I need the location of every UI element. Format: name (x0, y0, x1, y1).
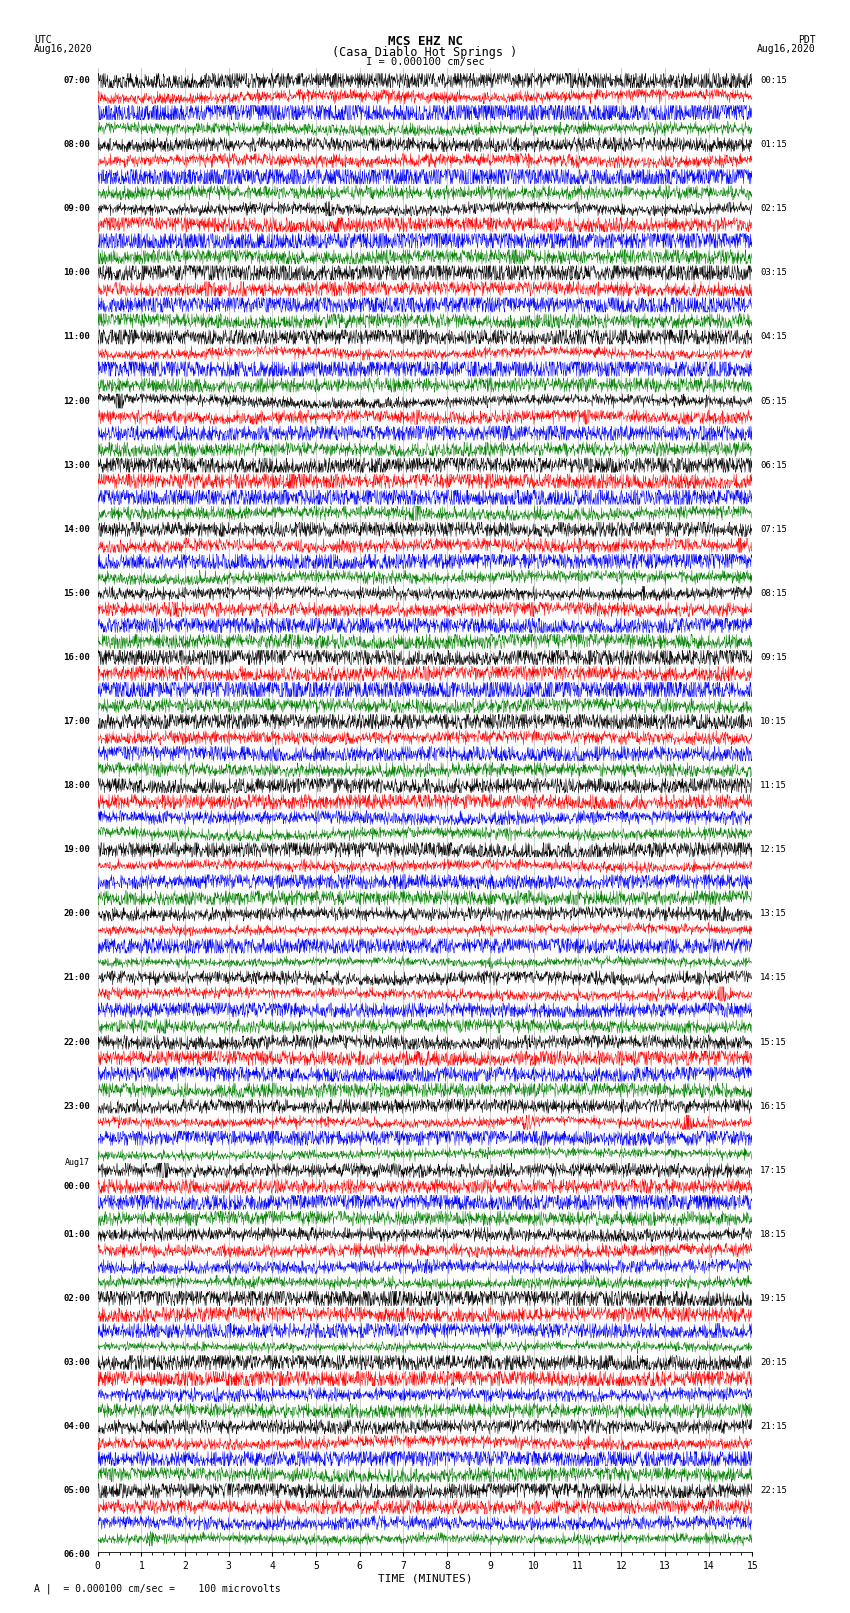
Text: 13:00: 13:00 (63, 461, 90, 469)
Text: 10:15: 10:15 (760, 718, 787, 726)
Text: 21:15: 21:15 (760, 1423, 787, 1431)
Text: 02:00: 02:00 (63, 1294, 90, 1303)
Text: 13:15: 13:15 (760, 910, 787, 918)
Text: 16:15: 16:15 (760, 1102, 787, 1111)
Text: UTC: UTC (34, 35, 52, 45)
X-axis label: TIME (MINUTES): TIME (MINUTES) (377, 1574, 473, 1584)
Text: 12:00: 12:00 (63, 397, 90, 405)
Text: 04:15: 04:15 (760, 332, 787, 342)
Text: 03:00: 03:00 (63, 1358, 90, 1368)
Text: 05:00: 05:00 (63, 1486, 90, 1495)
Text: 18:15: 18:15 (760, 1229, 787, 1239)
Text: 11:15: 11:15 (760, 781, 787, 790)
Text: 20:15: 20:15 (760, 1358, 787, 1368)
Text: 14:00: 14:00 (63, 524, 90, 534)
Text: 17:00: 17:00 (63, 718, 90, 726)
Text: 22:00: 22:00 (63, 1037, 90, 1047)
Text: 17:15: 17:15 (760, 1166, 787, 1174)
Text: 08:15: 08:15 (760, 589, 787, 598)
Text: 21:00: 21:00 (63, 974, 90, 982)
Text: 19:00: 19:00 (63, 845, 90, 855)
Text: 07:15: 07:15 (760, 524, 787, 534)
Text: 20:00: 20:00 (63, 910, 90, 918)
Text: (Casa Diablo Hot Springs ): (Casa Diablo Hot Springs ) (332, 45, 518, 60)
Text: A |  = 0.000100 cm/sec =    100 microvolts: A | = 0.000100 cm/sec = 100 microvolts (34, 1582, 280, 1594)
Text: 14:15: 14:15 (760, 974, 787, 982)
Text: PDT: PDT (798, 35, 816, 45)
Text: Aug17: Aug17 (65, 1158, 90, 1166)
Text: Aug16,2020: Aug16,2020 (34, 44, 93, 55)
Text: 22:15: 22:15 (760, 1486, 787, 1495)
Text: 18:00: 18:00 (63, 781, 90, 790)
Text: 00:00: 00:00 (63, 1182, 90, 1190)
Text: 09:00: 09:00 (63, 205, 90, 213)
Text: 07:00: 07:00 (63, 76, 90, 85)
Text: 11:00: 11:00 (63, 332, 90, 342)
Text: 06:15: 06:15 (760, 461, 787, 469)
Text: 12:15: 12:15 (760, 845, 787, 855)
Text: 05:15: 05:15 (760, 397, 787, 405)
Text: 16:00: 16:00 (63, 653, 90, 661)
Text: Aug16,2020: Aug16,2020 (757, 44, 816, 55)
Text: 06:00: 06:00 (63, 1550, 90, 1560)
Text: 02:15: 02:15 (760, 205, 787, 213)
Text: 23:00: 23:00 (63, 1102, 90, 1111)
Text: 15:15: 15:15 (760, 1037, 787, 1047)
Text: I = 0.000100 cm/sec: I = 0.000100 cm/sec (366, 56, 484, 66)
Text: 08:00: 08:00 (63, 140, 90, 148)
Text: 01:15: 01:15 (760, 140, 787, 148)
Text: 10:00: 10:00 (63, 268, 90, 277)
Text: 09:15: 09:15 (760, 653, 787, 661)
Text: 03:15: 03:15 (760, 268, 787, 277)
Text: 19:15: 19:15 (760, 1294, 787, 1303)
Text: MCS EHZ NC: MCS EHZ NC (388, 35, 462, 48)
Text: 01:00: 01:00 (63, 1229, 90, 1239)
Text: 04:00: 04:00 (63, 1423, 90, 1431)
Text: 15:00: 15:00 (63, 589, 90, 598)
Text: 00:15: 00:15 (760, 76, 787, 85)
